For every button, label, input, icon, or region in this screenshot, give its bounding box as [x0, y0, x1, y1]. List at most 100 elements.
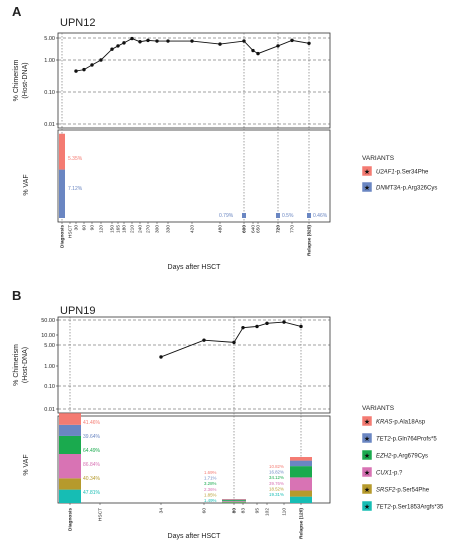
panel-b: B UPN19 50.00 10.00 5.00 1.00 0.10 0.01 % Chimer…: [12, 288, 444, 540]
vaf-axis-label: % VAF: [23, 174, 30, 195]
legend-entry: TET2-p.Gln764Profs*5: [376, 437, 437, 443]
x-tick-label: 330: [166, 225, 172, 233]
y-tick-label: 5.00: [44, 36, 55, 42]
x-tick-label: Relapse (120): [299, 508, 305, 539]
chimerism-point: [218, 42, 222, 46]
legend-entry: CUX1-p.?: [376, 471, 403, 477]
x-tick-label: 180: [122, 225, 128, 233]
x-tick-label: Diagnosis: [60, 225, 66, 248]
x-tick-label: 120: [99, 225, 105, 233]
vaf-segment: [290, 457, 312, 461]
y-axis-label-sub: (Host-DNA): [22, 62, 29, 98]
vaf-segment: [59, 489, 81, 503]
y-tick-label: 0.01: [44, 407, 55, 413]
vaf-value-label: 3.28%: [204, 481, 217, 486]
y-tick-label: 1.00: [44, 58, 55, 64]
vaf-value-label: 41.46%: [83, 420, 101, 426]
chimerism-frame: [57, 316, 331, 414]
x-tick-label: 240: [138, 225, 144, 233]
y-tick-label: 10.00: [41, 333, 55, 339]
x-tick-label: 770: [290, 225, 296, 233]
legend-swatch: [361, 165, 373, 177]
vaf-segment: [290, 477, 312, 491]
vaf-segment: [290, 460, 312, 467]
x-tick-label: HSCT: [98, 508, 104, 521]
chimerism-point: [255, 324, 259, 329]
vaf-value-label: 5.35%: [68, 156, 83, 162]
chimerism-point: [155, 39, 159, 43]
chimerism-point: [74, 69, 78, 73]
vaf-segment: [290, 466, 312, 478]
y-tick-label: 0.01: [44, 122, 55, 128]
vaf-value-label: 1.71%: [204, 476, 217, 481]
chimerism-point: [146, 38, 150, 43]
legend-swatch: [361, 466, 373, 478]
chimerism-point: [276, 44, 280, 48]
vaf-segment: [222, 499, 246, 501]
x-tick-label: 720: [276, 225, 282, 233]
y-axis-label: % Chimerism: [13, 344, 20, 386]
chimerism-line: [75, 38, 310, 72]
vaf-value-label: 7.12%: [68, 186, 83, 192]
legend-swatch: [361, 500, 373, 512]
vaf-segment: [290, 496, 312, 503]
vaf-segment: [290, 490, 312, 497]
star-icon: ★: [364, 168, 370, 176]
y-axis-label-sub: (Host-DNA): [22, 347, 29, 383]
y-axis-label: % Chimerism: [13, 60, 20, 102]
star-icon: ★: [364, 486, 370, 494]
x-tick-label: 150: [110, 225, 116, 233]
y-tick-label: 50.00: [41, 318, 55, 324]
legend-swatch: [361, 415, 373, 427]
x-tick-label: 83: [241, 508, 247, 514]
legend-entry: SRSF2-p.Ser54Phe: [376, 488, 430, 494]
chimerism-point: [242, 39, 246, 43]
vaf-value-label: 0.5%: [282, 213, 294, 219]
x-tick-label: 60: [202, 508, 208, 514]
x-tick-label: 270: [146, 225, 152, 233]
vaf-value-label: 39.76%: [269, 481, 284, 486]
star-icon: ★: [364, 418, 370, 426]
chimerism-point: [90, 63, 94, 67]
x-tick-label: 640: [251, 225, 257, 233]
x-tick-label: 102: [265, 508, 271, 516]
legend-swatch: [361, 432, 373, 444]
legend-title: VARIANTS: [362, 405, 395, 412]
x-axis-label: Days after HSCT: [168, 533, 222, 540]
x-tick-label: 650: [256, 225, 262, 233]
vaf-frame: [57, 415, 331, 504]
vaf-value-label: 0.46%: [313, 213, 328, 219]
x-axis-label: Days after HSCT: [168, 264, 222, 271]
y-tick-label: 1.00: [44, 364, 55, 370]
vaf-segment: [222, 501, 246, 502]
chimerism-line: [160, 321, 302, 358]
chimerism-frame: [57, 32, 331, 129]
vaf-segment: [222, 500, 246, 502]
chimerism-point: [166, 39, 170, 43]
vaf-value-label: 40.34%: [83, 476, 101, 482]
x-tick-label: 300: [155, 225, 161, 233]
chimerism-point: [82, 67, 86, 72]
x-tick-label: 30: [74, 225, 80, 231]
x-tick-label: 80: [232, 508, 238, 514]
chimerism-point: [116, 44, 120, 48]
x-tick-label: 34: [159, 508, 165, 514]
vaf-segment: [59, 169, 65, 218]
chimerism-point: [299, 324, 303, 329]
chimerism-point: [256, 51, 260, 56]
vaf-value-label: 16.82%: [269, 470, 284, 475]
x-tick-label: 420: [190, 225, 196, 233]
vaf-value-label: 1.85%: [204, 492, 217, 497]
legend-entry: U2AF1-p.Ser34Phe: [376, 170, 429, 176]
legend: VARIANTS ★ KRAS-p.Ala18Asp ★ TET2-p.Gln764Pr…: [361, 405, 444, 512]
legend-entry: KRAS-p.Ala18Asp: [376, 420, 426, 426]
vaf-value-label: 2.36%: [204, 487, 217, 492]
legend-title: VARIANTS: [362, 155, 395, 162]
chimerism-point: [290, 38, 294, 43]
vaf-value-label: 10.82%: [269, 464, 284, 469]
panel-label: A: [12, 4, 22, 19]
chimerism-point: [159, 355, 163, 359]
vaf-segment: [59, 435, 81, 455]
panel-a: A UPN12 5.00 1.00 0.10 0.01 % Chimerism (Host-D…: [12, 4, 437, 271]
